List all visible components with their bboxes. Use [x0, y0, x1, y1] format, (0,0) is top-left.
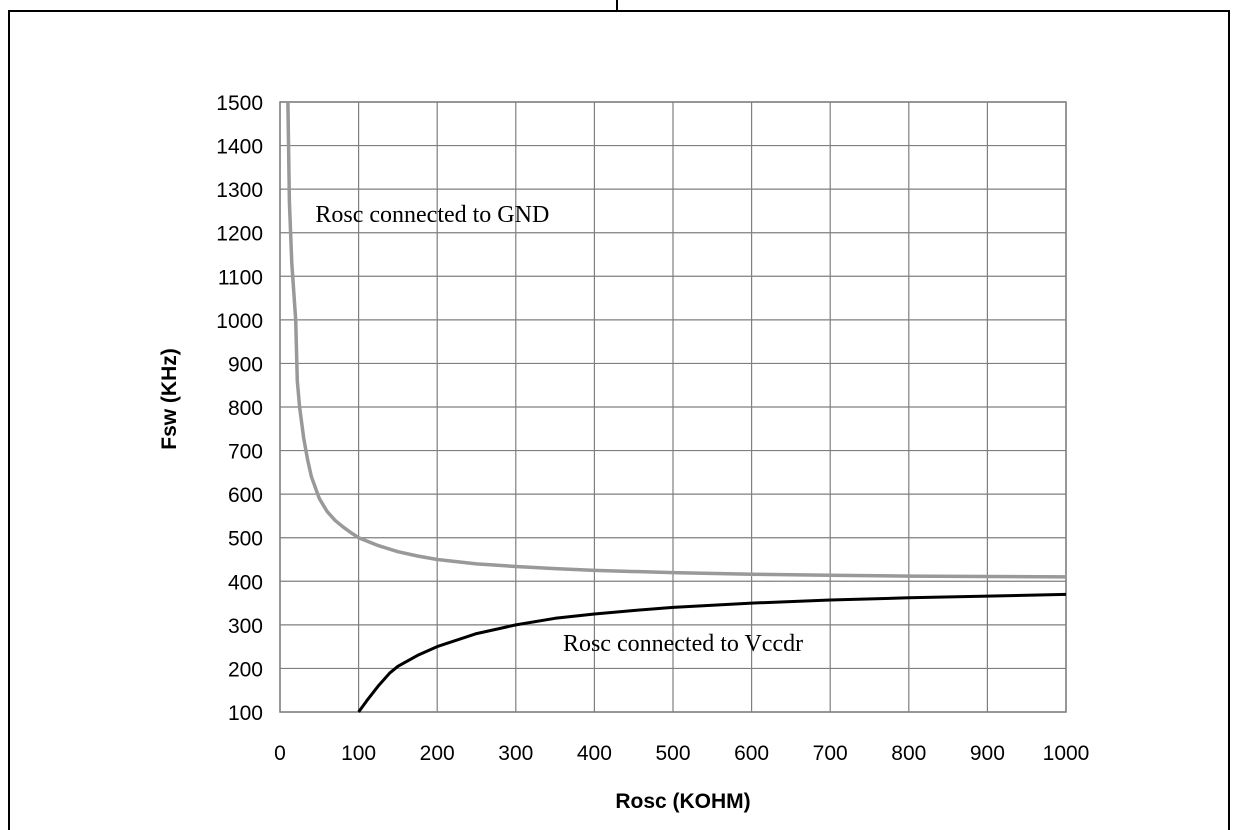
y-tick-labels: 100 200 300 400 500 600 700 800 900 1000 1100 1200 1… — [216, 92, 263, 725]
x-tick-label: 800 — [891, 742, 926, 765]
grid-lines — [279, 101, 1067, 713]
series-annotation: Rosc connected to Vccdr — [563, 631, 803, 657]
x-tick-label: 1000 — [1043, 742, 1090, 765]
x-axis-title: Rosc (KOHM) — [615, 790, 750, 813]
x-tick-label: 100 — [341, 742, 376, 765]
y-tick-label: 400 — [228, 571, 263, 594]
x-tick-labels: 0 100 200 300 400 500 600 700 800 900 1000 — [274, 742, 1089, 765]
y-tick-label: 600 — [228, 484, 263, 507]
y-tick-label: 700 — [228, 441, 263, 464]
y-tick-label: 300 — [228, 615, 263, 638]
x-tick-label: 400 — [577, 742, 612, 765]
frame-top-tick — [616, 0, 618, 10]
x-tick-label: 700 — [813, 742, 848, 765]
y-tick-label: 1400 — [216, 136, 263, 159]
series-line-2 — [357, 592, 1067, 713]
series-line-1 — [286, 101, 1067, 579]
x-tick-label: 600 — [734, 742, 769, 765]
y-axis-title: Fsw (KHz) — [158, 348, 181, 450]
y-tick-label: 900 — [228, 353, 263, 376]
y-tick-label: 800 — [228, 397, 263, 420]
series-layer — [286, 101, 1067, 713]
y-tick-label: 100 — [228, 702, 263, 725]
chart-frame — [8, 10, 1230, 830]
plot-border — [279, 101, 1067, 713]
y-tick-label: 1000 — [216, 310, 263, 333]
x-tick-label: 300 — [498, 742, 533, 765]
y-tick-label: 1200 — [216, 223, 263, 246]
y-tick-label: 1500 — [216, 92, 263, 115]
series-annotation: Rosc connected to GND — [315, 202, 549, 228]
annotations: Rosc connected to GND Rosc connected to V… — [315, 202, 803, 657]
y-tick-label: 200 — [228, 658, 263, 681]
x-tick-label: 500 — [655, 742, 690, 765]
x-tick-label: 900 — [970, 742, 1005, 765]
y-tick-label: 1100 — [218, 266, 263, 289]
y-tick-label: 500 — [228, 528, 263, 551]
x-tick-label: 200 — [420, 742, 455, 765]
y-tick-label: 1300 — [216, 179, 263, 202]
x-tick-label: 0 — [274, 742, 286, 765]
